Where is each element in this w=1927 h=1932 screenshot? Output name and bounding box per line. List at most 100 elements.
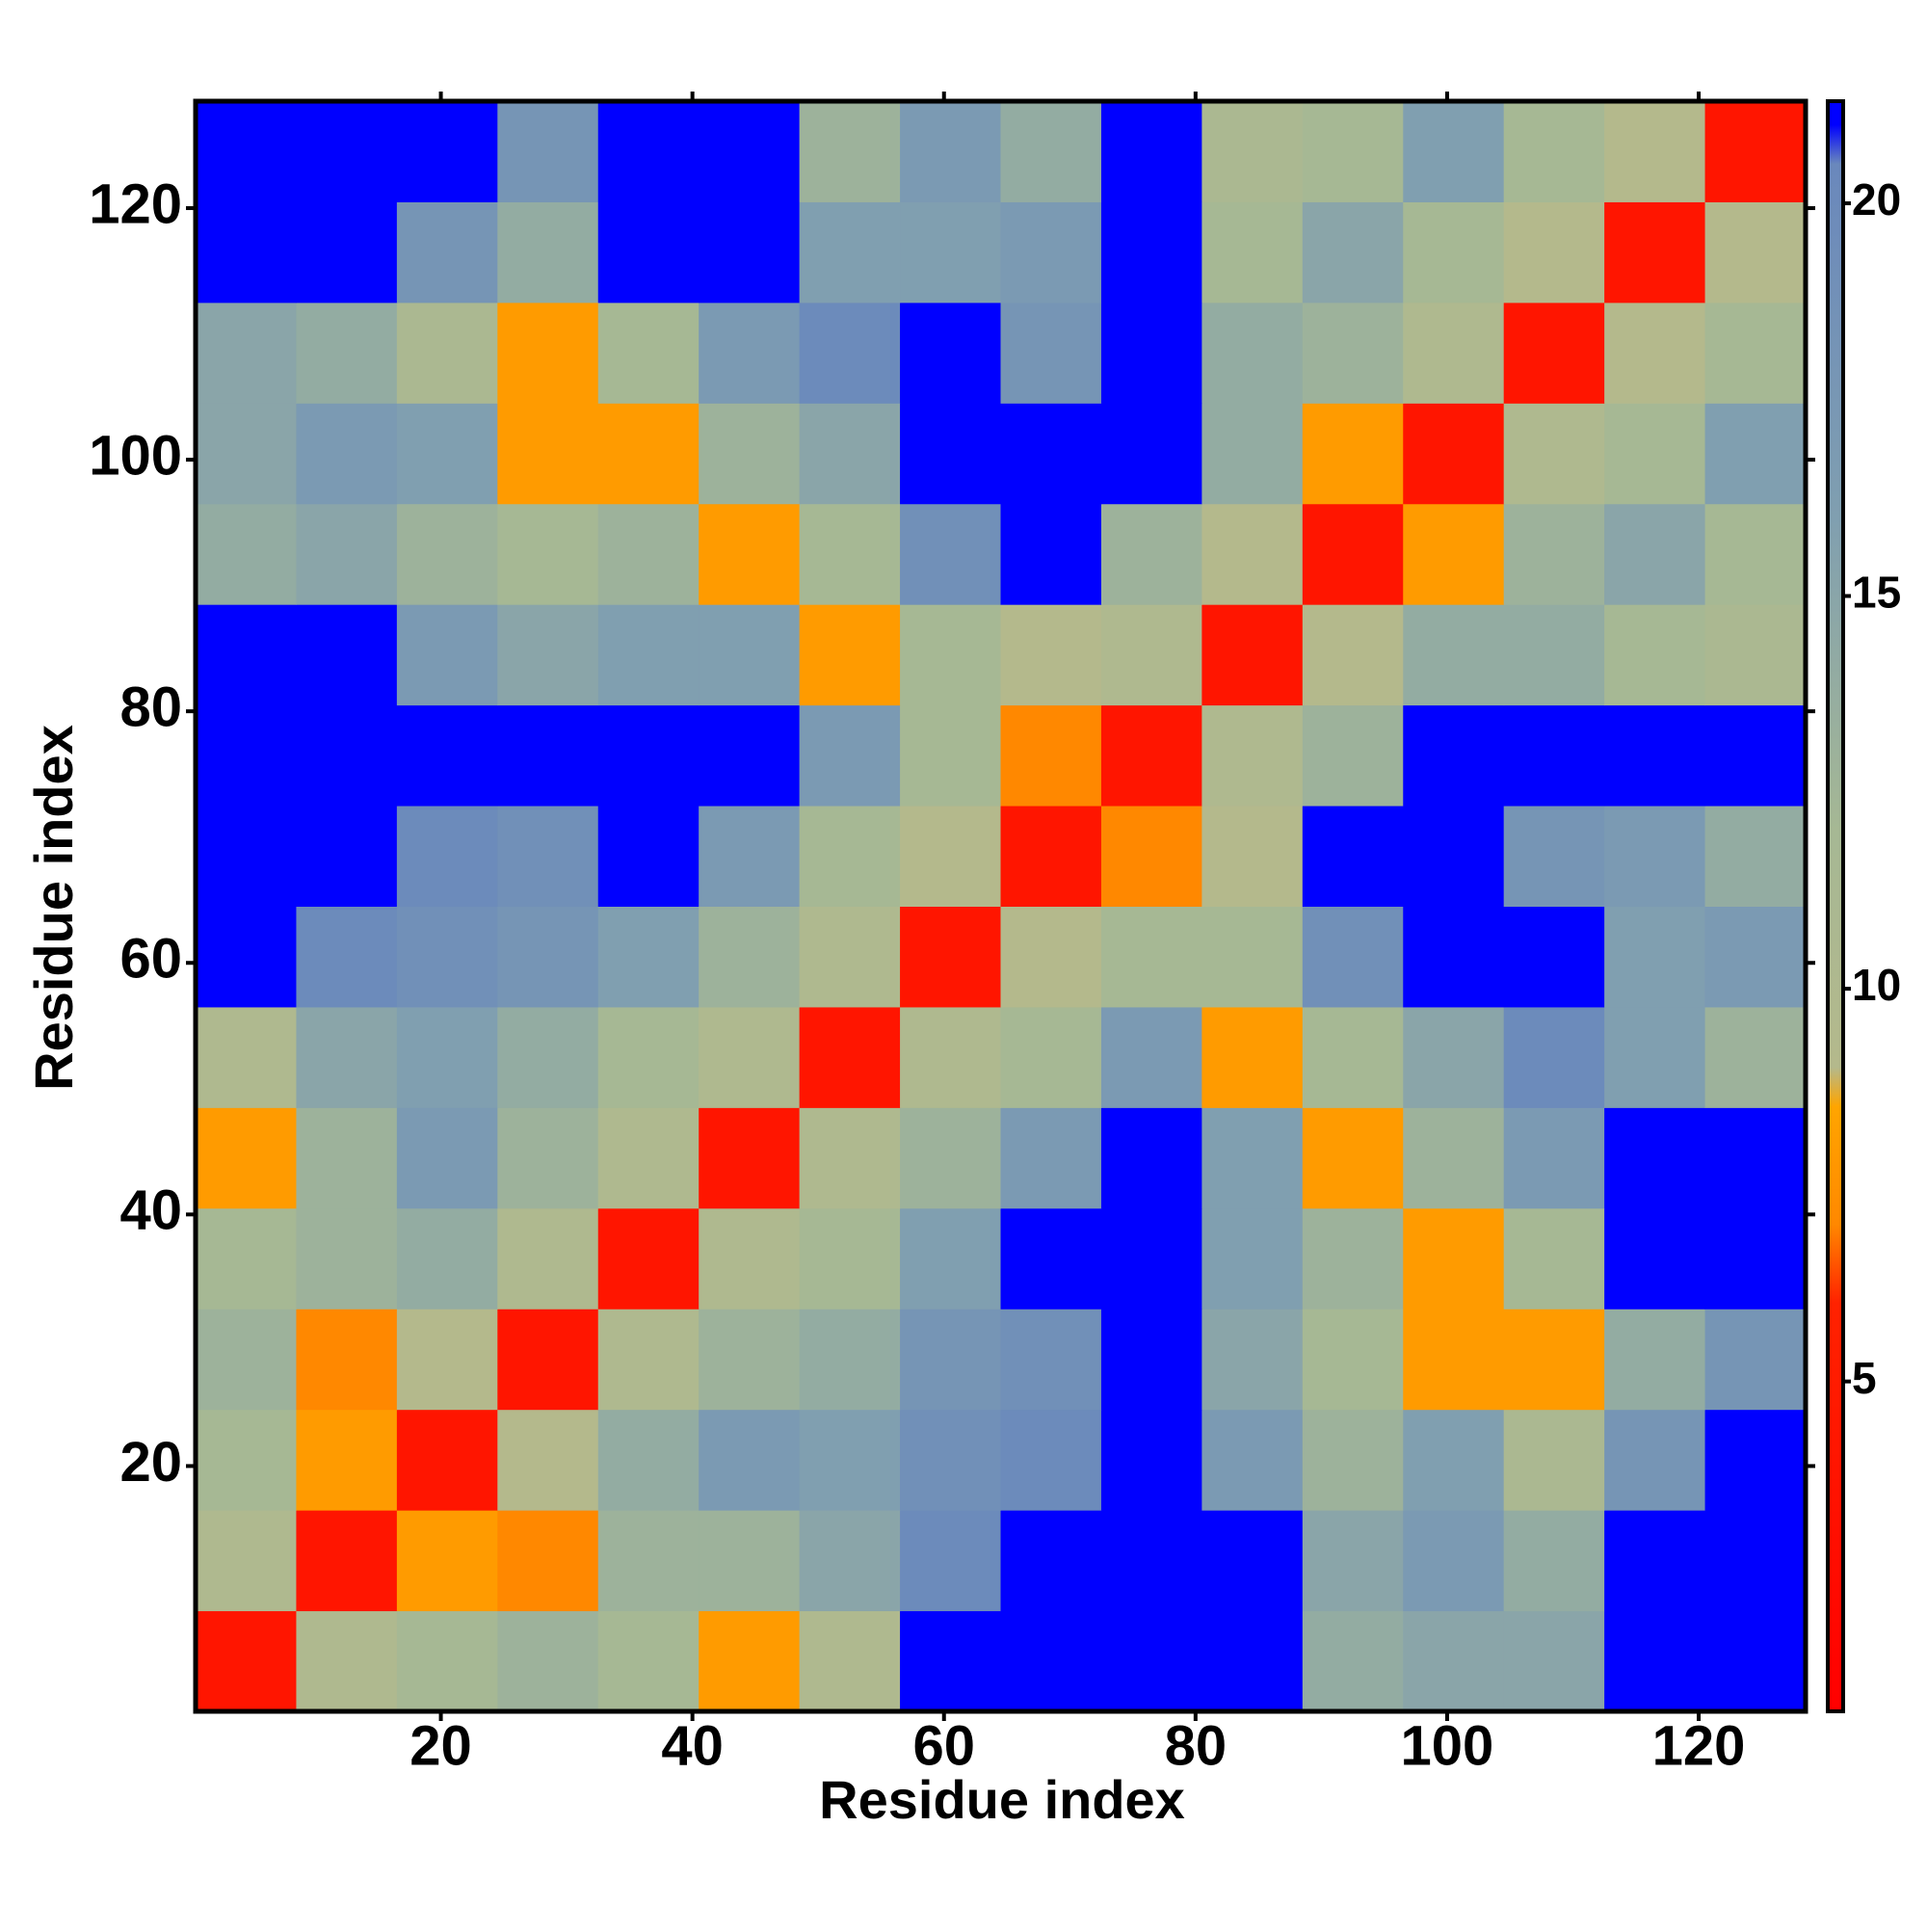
heatmap-cell [1704, 1207, 1807, 1310]
heatmap-cell [497, 604, 599, 706]
heatmap-cell [1403, 1610, 1505, 1712]
heatmap-cell [497, 1006, 599, 1108]
heatmap-cell [1201, 1107, 1304, 1209]
heatmap-cell [196, 806, 297, 907]
heatmap-cell [396, 1510, 498, 1612]
heatmap-cell [1201, 1510, 1304, 1612]
heatmap-cell [1604, 604, 1706, 706]
heatmap-cell [1100, 806, 1202, 907]
heatmap-cell [296, 503, 398, 605]
heatmap-cell [900, 906, 1001, 1008]
heatmap-cell [1000, 1006, 1102, 1108]
heatmap-cell [699, 1610, 801, 1712]
heatmap-cell [900, 604, 1001, 706]
heatmap-cell [1302, 403, 1404, 505]
y-tick-label: 80 [119, 675, 182, 738]
heatmap-cell [900, 1207, 1001, 1310]
heatmap-cell [497, 806, 599, 907]
heatmap-cell [900, 1610, 1001, 1712]
heatmap-cell [1604, 1610, 1706, 1712]
heatmap-cell [799, 704, 901, 807]
heatmap-cell [1503, 101, 1605, 202]
heatmap-cell [1704, 503, 1807, 605]
heatmap-cell [1000, 1309, 1102, 1411]
heatmap-cell [699, 1309, 801, 1411]
heatmap-cell [699, 503, 801, 605]
heatmap-cell [699, 403, 801, 505]
heatmap-cell [699, 1006, 801, 1108]
heatmap-cell [1100, 1610, 1202, 1712]
heatmap-cell [1704, 704, 1807, 807]
heatmap-cell [597, 604, 700, 706]
heatmap-cell [1503, 503, 1605, 605]
heatmap-cell [1503, 806, 1605, 907]
heatmap-cell [799, 1107, 901, 1209]
heatmap-cell [900, 1107, 1001, 1209]
heatmap-cell [497, 1309, 599, 1411]
heatmap-cell [497, 201, 599, 304]
heatmap-cell [1503, 1207, 1605, 1310]
heatmap-cell [597, 1510, 700, 1612]
heatmap-cell [1503, 1510, 1605, 1612]
heatmap-cell [1201, 1409, 1304, 1511]
heatmap-cell [1604, 1207, 1706, 1310]
heatmap-cell [799, 302, 901, 404]
heatmap-cell [296, 1510, 398, 1612]
heatmap-cell [296, 1207, 398, 1310]
heatmap-cell [296, 906, 398, 1008]
heatmap-cell [1704, 302, 1807, 404]
heatmap-cell [597, 806, 700, 907]
heatmap-cell [699, 1409, 801, 1511]
heatmap-cell [1503, 604, 1605, 706]
heatmap-cell [396, 1409, 498, 1511]
heatmap-cell [1503, 906, 1605, 1008]
heatmap-cell [699, 1207, 801, 1310]
heatmap-cell [597, 1309, 700, 1411]
heatmap-cell [597, 101, 700, 202]
heatmap-cell [1604, 1309, 1706, 1411]
x-tick-label: 100 [1401, 1714, 1494, 1777]
heatmap-cell [1100, 1006, 1202, 1108]
heatmap-cell [900, 201, 1001, 304]
heatmap-cell [1000, 302, 1102, 404]
heatmap-cell [1000, 604, 1102, 706]
heatmap-cell [1201, 201, 1304, 304]
heatmap-cell [497, 1510, 599, 1612]
heatmap-cell [196, 403, 297, 505]
heatmap-cell [799, 1610, 901, 1712]
heatmap-cell [1201, 906, 1304, 1008]
heatmap [196, 101, 1807, 1712]
heatmap-cell [597, 503, 700, 605]
heatmap-cell [1704, 604, 1807, 706]
heatmap-cell [597, 704, 700, 807]
heatmap-cell [497, 101, 599, 202]
heatmap-cell [900, 503, 1001, 605]
heatmap-cell [1604, 806, 1706, 907]
x-tick-label: 20 [409, 1714, 472, 1777]
heatmap-cell [1302, 1006, 1404, 1108]
heatmap-cell [396, 906, 498, 1008]
heatmap-cell [497, 704, 599, 807]
heatmap-cell [699, 201, 801, 304]
heatmap-cell [1403, 1510, 1505, 1612]
heatmap-cell [1302, 1207, 1404, 1310]
heatmap-cell [1100, 1207, 1202, 1310]
heatmap-cell [1604, 101, 1706, 202]
heatmap-cell [196, 1006, 297, 1108]
heatmap-cell [1201, 403, 1304, 505]
heatmap-cell [597, 1610, 700, 1712]
heatmap-cell [1302, 806, 1404, 907]
heatmap-cell [1201, 101, 1304, 202]
heatmap-cell [1604, 1510, 1706, 1612]
heatmap-cell [396, 1006, 498, 1108]
y-tick-label: 60 [119, 928, 182, 991]
heatmap-cell [396, 806, 498, 907]
heatmap-cell [699, 101, 801, 202]
heatmap-cell [1302, 302, 1404, 404]
x-tick-label: 60 [912, 1714, 975, 1777]
x-tick-label: 80 [1165, 1714, 1227, 1777]
heatmap-cell [396, 302, 498, 404]
heatmap-cell [497, 1107, 599, 1209]
heatmap-cell [699, 604, 801, 706]
